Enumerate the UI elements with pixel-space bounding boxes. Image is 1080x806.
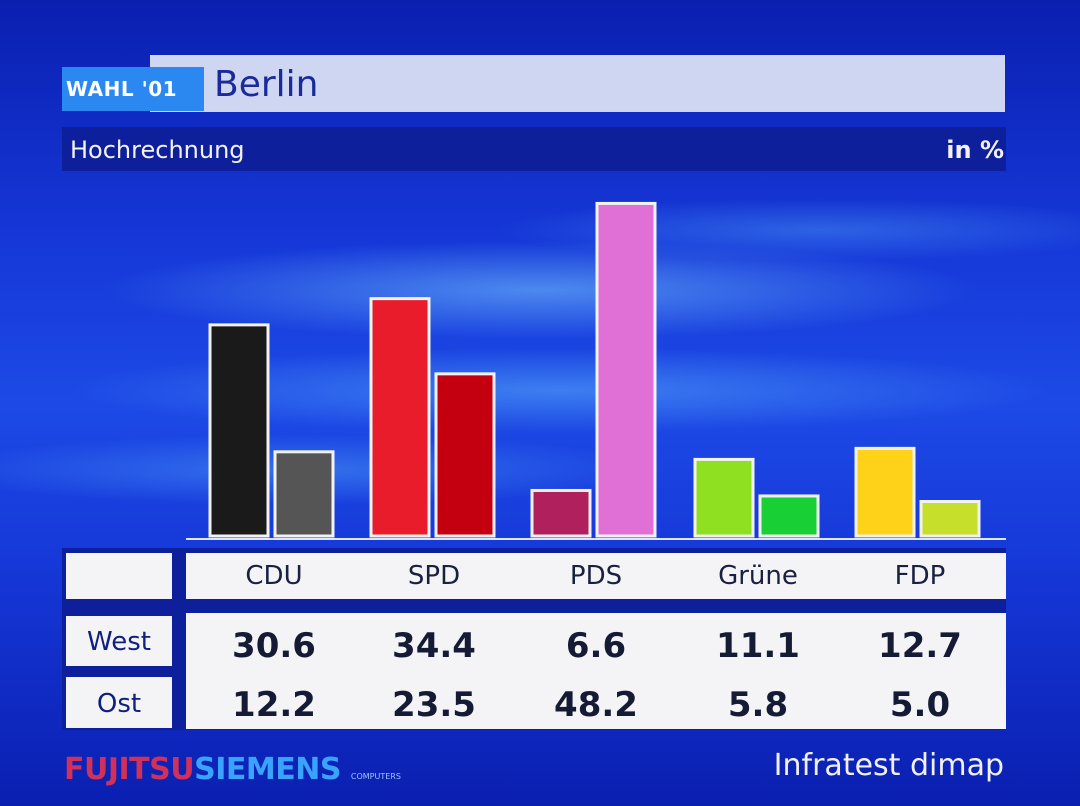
election-badge [62, 67, 204, 111]
row-label-ost: Ost [96, 689, 142, 719]
value-ost-fdp: 5.0 [889, 685, 951, 725]
value-ost-gruene: 5.8 [727, 685, 789, 725]
logo-siemens: SIEMENS [194, 752, 341, 787]
bar-ost-cdu [273, 450, 335, 538]
party-name-cdu: CDU [245, 561, 303, 591]
value-ost-cdu: 12.2 [232, 685, 316, 725]
bar-west-cdu [208, 323, 270, 538]
party-name-fdp: FDP [894, 561, 946, 591]
row-label-cell-west [66, 616, 172, 666]
value-ost-spd: 23.5 [392, 685, 476, 725]
sponsor-logo: FUJITSUSIEMENS COMPUTERS [64, 752, 401, 787]
value-west-cdu: 30.6 [232, 626, 316, 666]
logo-computers: COMPUTERS [350, 772, 401, 781]
party-name-pds: PDS [569, 561, 623, 591]
party-name-gruene: Grüne [718, 561, 798, 591]
bar-ost-spd [434, 372, 496, 538]
value-ost-pds: 48.2 [554, 685, 638, 725]
party-header-row [186, 553, 1006, 599]
value-west-gruene: 11.1 [716, 626, 800, 666]
value-west-fdp: 12.7 [878, 626, 962, 666]
party-name-spd: SPD [407, 561, 461, 591]
value-west-spd: 34.4 [392, 626, 476, 666]
bar-west-fdp [854, 446, 916, 538]
subtitle: Hochrechnung [70, 136, 245, 164]
subtitle-bar [62, 127, 1006, 171]
unit-label: in % [946, 136, 1004, 164]
values-area [186, 613, 1006, 729]
bar-west-pds [530, 488, 592, 538]
election-badge-text: WAHL '01 [66, 77, 178, 101]
table-corner-cell [66, 553, 172, 599]
page-title: Berlin [214, 64, 319, 105]
logo-fujitsu: FUJITSU [64, 752, 195, 787]
bar-ost-gruene [758, 494, 820, 538]
bar-ost-pds [595, 201, 657, 538]
title-bar [150, 55, 1005, 112]
bar-ost-fdp [919, 500, 981, 538]
bar-west-gruene [693, 457, 755, 538]
bar-west-spd [369, 297, 431, 538]
row-label-west: West [87, 627, 151, 657]
row-label-cell-ost [66, 677, 172, 728]
source-label: Infratest dimap [773, 748, 1004, 783]
value-west-pds: 6.6 [565, 626, 627, 666]
